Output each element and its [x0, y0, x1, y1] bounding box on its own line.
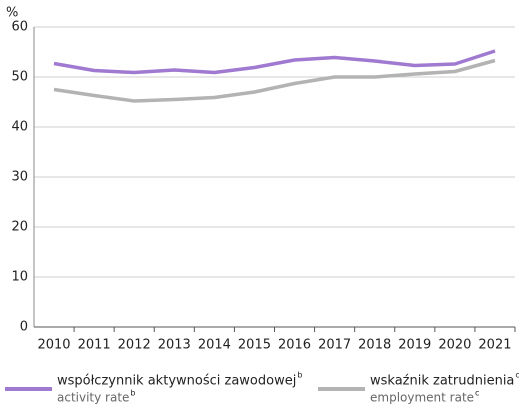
legend-label-en: employment rate — [370, 391, 474, 405]
y-tick-label: 0 — [20, 320, 28, 335]
legend-note: c — [475, 389, 479, 398]
x-tick-label: 2017 — [318, 338, 351, 353]
y-tick-label: 30 — [11, 170, 28, 185]
x-tick-label: 2015 — [238, 338, 271, 353]
x-tick-label: 2019 — [398, 338, 431, 353]
x-tick-label: 2012 — [118, 338, 151, 353]
x-tick-label: 2011 — [78, 338, 111, 353]
series-line — [53, 58, 496, 103]
y-unit: % — [6, 6, 18, 21]
x-tick-label: 2020 — [438, 338, 471, 353]
y-tick-label: 40 — [11, 120, 28, 135]
legend-label: współczynnik aktywności zawodowej — [57, 374, 296, 389]
legend-note: c — [515, 371, 519, 380]
x-tick-label: 2013 — [158, 338, 191, 353]
x-tick-label: 2018 — [358, 338, 391, 353]
x-tick-label: 2016 — [278, 338, 311, 353]
legend-note: b — [297, 371, 302, 380]
legend-note: b — [130, 389, 135, 398]
x-tick-label: 2010 — [37, 338, 70, 353]
legend-label: wskaźnik zatrudnienia — [370, 374, 514, 389]
legend-label-en: activity rate — [57, 391, 129, 405]
y-tick-label: 60 — [11, 20, 28, 35]
x-tick-label: 2021 — [478, 338, 511, 353]
y-tick-label: 20 — [11, 220, 28, 235]
y-tick-label: 50 — [11, 70, 28, 85]
series-line — [53, 49, 496, 75]
x-tick-label: 2014 — [198, 338, 231, 353]
y-tick-label: 10 — [11, 270, 28, 285]
